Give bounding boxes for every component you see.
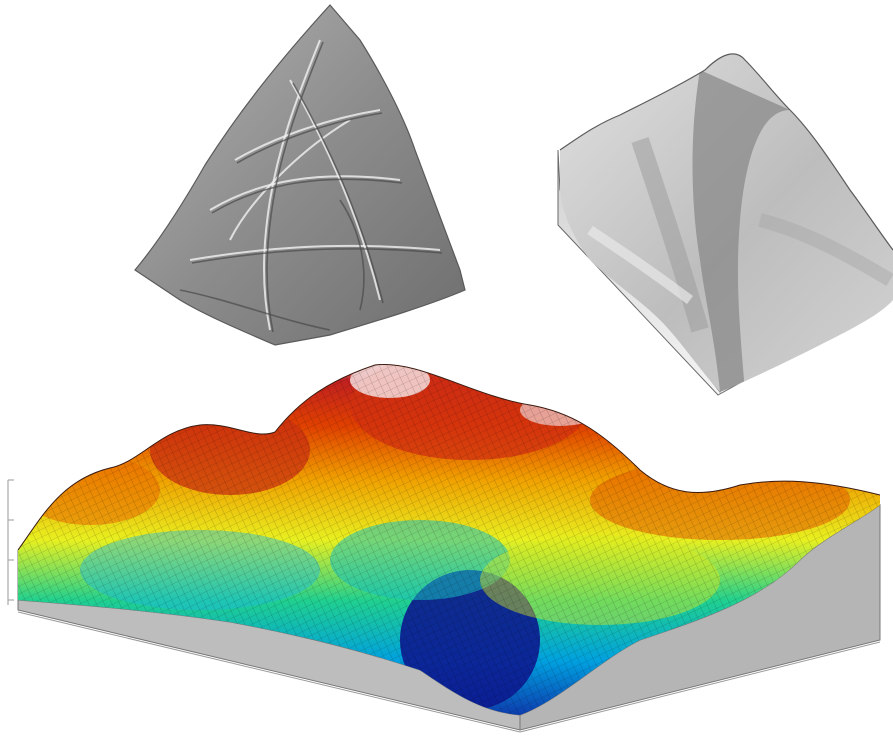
color-terrain-panel [7, 364, 881, 733]
color-terrain-skyline [17, 364, 881, 551]
etched-fragment-outline [134, 4, 466, 346]
etched-fragment-panel [134, 4, 466, 346]
color-terrain-axis [7, 479, 881, 733]
grayscale-terrain-ridgeline [559, 53, 893, 251]
etched-shadow-lines [179, 41, 443, 333]
grayscale-terrain-panel [557, 53, 893, 396]
